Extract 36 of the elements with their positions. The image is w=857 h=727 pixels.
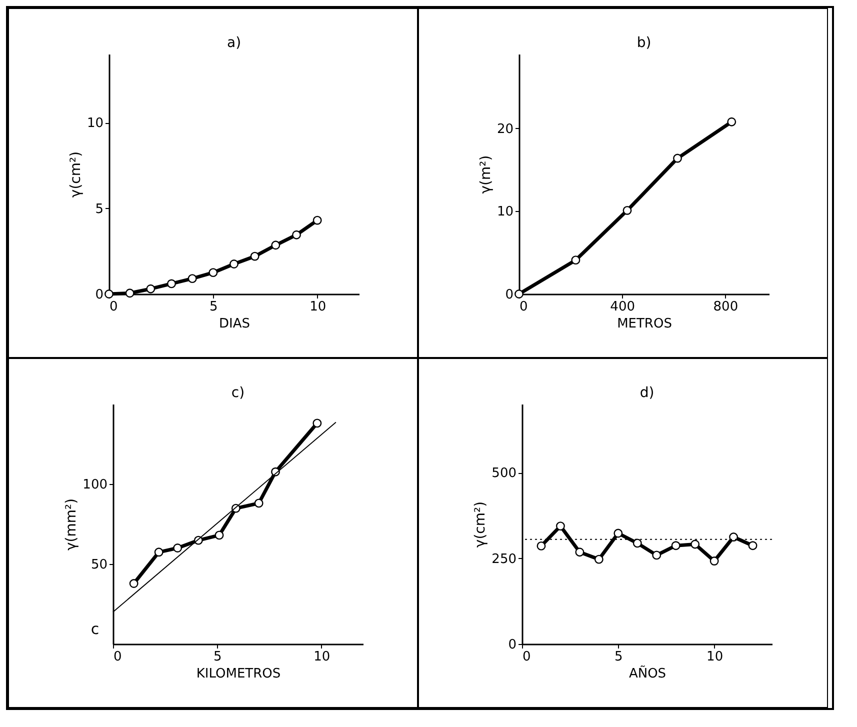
y-axis-title: γ(cm²) [67, 151, 84, 198]
x-axis-title: KILOMETROS [196, 666, 280, 682]
y-tick-label: 10 [86, 116, 103, 132]
x-tick-label: 800 [712, 300, 738, 314]
x-tick-label: 0 [519, 300, 528, 314]
y-axis-title: γ(mm²) [63, 498, 80, 551]
x-tick-label: 5 [614, 650, 623, 664]
y-tick-label: 20 [496, 122, 513, 137]
y-tick-label: 0 [508, 638, 516, 652]
y-axis-title: γ(cm²) [472, 501, 489, 548]
x-tick-label: 10 [309, 300, 326, 314]
x-axis-title: DIAS [218, 316, 250, 332]
x-tick-label: 10 [706, 650, 724, 664]
x-tick-label: 400 [610, 300, 635, 314]
y-tick-label: 10 [496, 204, 513, 220]
x-tick-label: 5 [209, 300, 218, 314]
y-tick-label: 500 [492, 466, 516, 482]
y-tick-label: 100 [82, 478, 107, 492]
chart-title: b) [636, 35, 651, 51]
x-tick-label: 10 [313, 650, 330, 664]
chart-title: d) [640, 385, 654, 401]
x-axis-title: AÑOS [628, 666, 666, 682]
y-tick-label: 0 [504, 288, 513, 302]
text: c [90, 620, 99, 638]
y-tick-label: 0 [94, 288, 103, 302]
y-tick-label: 50 [90, 558, 107, 572]
y-tick-label: 250 [492, 552, 516, 567]
y-axis-title: γ(m²) [477, 155, 494, 194]
y-tick-label: 5 [94, 202, 103, 217]
chart-title: c) [230, 385, 244, 401]
x-tick-label: 0 [109, 300, 118, 314]
x-tick-label: 5 [213, 650, 222, 664]
x-tick-label: 0 [113, 650, 122, 664]
chart-title: a) [226, 35, 241, 51]
x-axis-title: METROS [616, 316, 672, 332]
x-tick-label: 0 [522, 650, 531, 664]
